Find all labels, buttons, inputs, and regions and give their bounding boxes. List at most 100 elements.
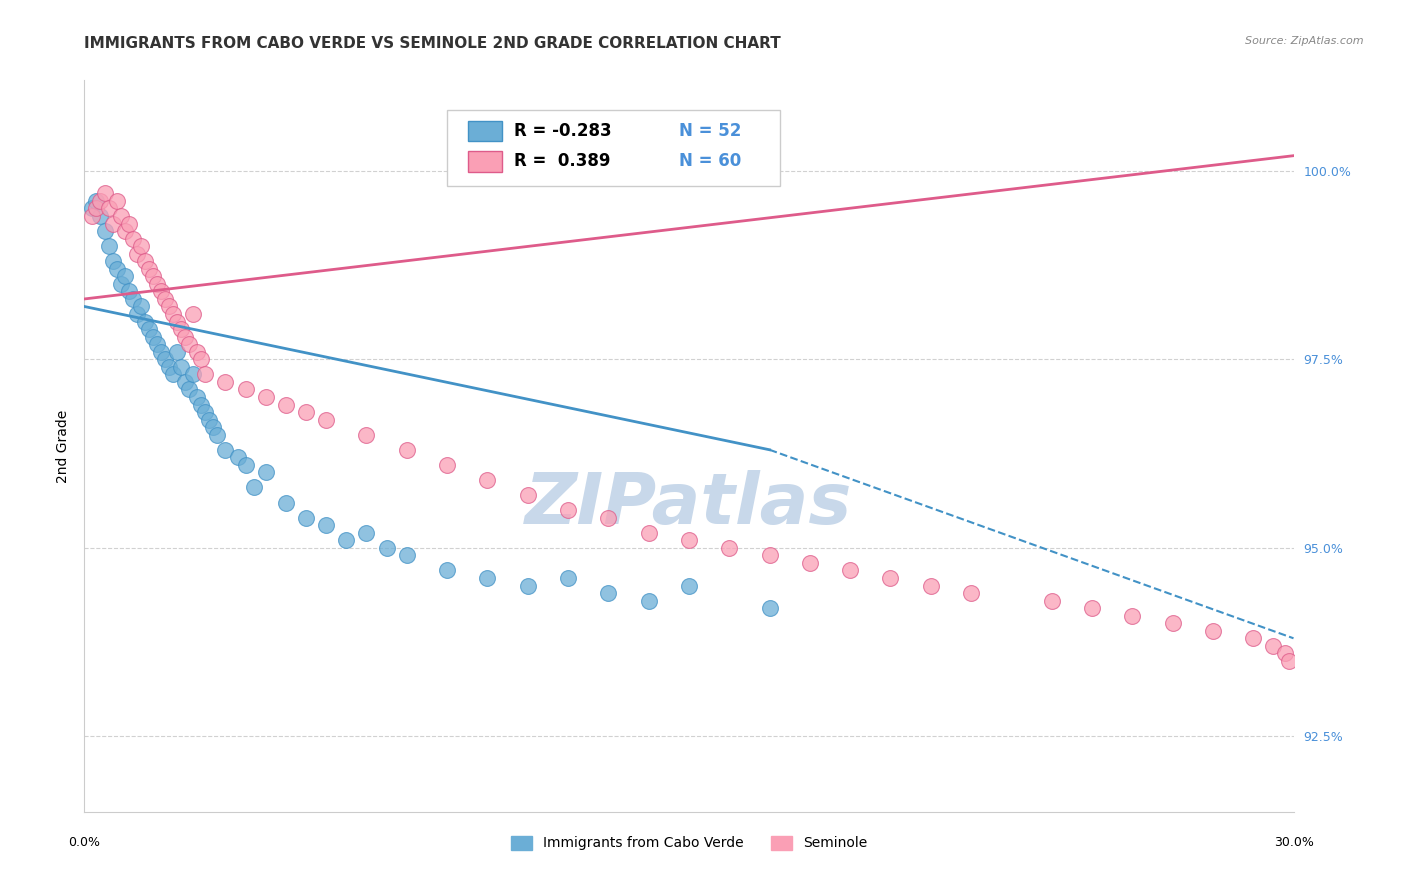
Point bbox=[97, 239, 120, 253]
Point bbox=[149, 344, 172, 359]
Point bbox=[598, 510, 620, 524]
Text: N = 52: N = 52 bbox=[679, 121, 741, 140]
Point bbox=[93, 224, 115, 238]
Point bbox=[598, 586, 620, 600]
Text: N = 60: N = 60 bbox=[679, 153, 741, 170]
Point bbox=[105, 194, 128, 208]
Point bbox=[1274, 646, 1296, 660]
Point bbox=[114, 269, 136, 284]
Point bbox=[114, 224, 136, 238]
Point bbox=[315, 518, 337, 533]
Point bbox=[174, 329, 197, 343]
Point bbox=[235, 458, 257, 472]
Point bbox=[1121, 608, 1143, 623]
Point bbox=[181, 368, 204, 382]
Point bbox=[97, 202, 120, 216]
Point bbox=[129, 300, 152, 314]
Point bbox=[181, 307, 204, 321]
Point bbox=[207, 427, 229, 442]
Point bbox=[101, 217, 124, 231]
Point bbox=[557, 571, 579, 585]
Point bbox=[86, 202, 108, 216]
Point bbox=[162, 368, 184, 382]
Point bbox=[1040, 593, 1063, 607]
Point bbox=[121, 292, 143, 306]
Point bbox=[138, 261, 160, 276]
Point bbox=[105, 261, 128, 276]
Point bbox=[186, 390, 208, 404]
Point bbox=[395, 549, 418, 563]
Point bbox=[125, 307, 148, 321]
Point bbox=[82, 202, 104, 216]
Point bbox=[254, 390, 277, 404]
Point bbox=[436, 563, 458, 577]
Point bbox=[194, 368, 217, 382]
Point bbox=[166, 315, 188, 329]
Point bbox=[557, 503, 579, 517]
Point bbox=[295, 510, 318, 524]
Point bbox=[174, 375, 197, 389]
Point bbox=[194, 405, 217, 419]
Point bbox=[315, 412, 337, 426]
Point bbox=[758, 601, 780, 615]
Point bbox=[242, 480, 264, 494]
Point bbox=[718, 541, 741, 555]
Point bbox=[170, 359, 193, 374]
Point bbox=[186, 344, 208, 359]
Point bbox=[129, 239, 152, 253]
Point bbox=[356, 525, 378, 540]
Point bbox=[89, 209, 111, 223]
Point bbox=[235, 383, 257, 397]
Point bbox=[254, 466, 277, 480]
Y-axis label: 2nd Grade: 2nd Grade bbox=[56, 409, 70, 483]
Point bbox=[1161, 616, 1184, 631]
Point bbox=[1202, 624, 1225, 638]
Point bbox=[118, 285, 141, 299]
Point bbox=[162, 307, 184, 321]
Point bbox=[93, 186, 115, 201]
Point bbox=[170, 322, 193, 336]
Point bbox=[138, 322, 160, 336]
Point bbox=[678, 578, 700, 592]
Point bbox=[274, 495, 297, 509]
Point bbox=[101, 254, 124, 268]
Point bbox=[436, 458, 458, 472]
Point bbox=[637, 593, 659, 607]
Point bbox=[1263, 639, 1285, 653]
Text: 0.0%: 0.0% bbox=[69, 837, 100, 849]
Point bbox=[190, 352, 212, 367]
Point bbox=[395, 442, 418, 457]
Text: R =  0.389: R = 0.389 bbox=[513, 153, 610, 170]
Point bbox=[179, 383, 201, 397]
Point bbox=[335, 533, 357, 548]
Legend: Immigrants from Cabo Verde, Seminole: Immigrants from Cabo Verde, Seminole bbox=[505, 830, 873, 856]
Point bbox=[166, 344, 188, 359]
Point bbox=[477, 473, 499, 487]
Point bbox=[149, 285, 172, 299]
Point bbox=[153, 352, 176, 367]
Text: Source: ZipAtlas.com: Source: ZipAtlas.com bbox=[1246, 36, 1364, 45]
Point bbox=[157, 300, 180, 314]
Point bbox=[960, 586, 983, 600]
Point bbox=[274, 398, 297, 412]
Point bbox=[477, 571, 499, 585]
Point bbox=[146, 277, 169, 291]
Point bbox=[678, 533, 700, 548]
Point bbox=[82, 209, 104, 223]
Point bbox=[839, 563, 862, 577]
Point bbox=[110, 277, 132, 291]
Point bbox=[920, 578, 942, 592]
FancyBboxPatch shape bbox=[468, 120, 502, 141]
FancyBboxPatch shape bbox=[447, 110, 780, 186]
Point bbox=[142, 329, 165, 343]
Point bbox=[1241, 632, 1264, 646]
Point bbox=[153, 292, 176, 306]
Point bbox=[226, 450, 249, 465]
Point bbox=[157, 359, 180, 374]
Point bbox=[295, 405, 318, 419]
Text: IMMIGRANTS FROM CABO VERDE VS SEMINOLE 2ND GRADE CORRELATION CHART: IMMIGRANTS FROM CABO VERDE VS SEMINOLE 2… bbox=[84, 36, 782, 51]
Point bbox=[89, 194, 111, 208]
Point bbox=[202, 420, 225, 434]
Point bbox=[134, 254, 156, 268]
Point bbox=[516, 488, 538, 502]
